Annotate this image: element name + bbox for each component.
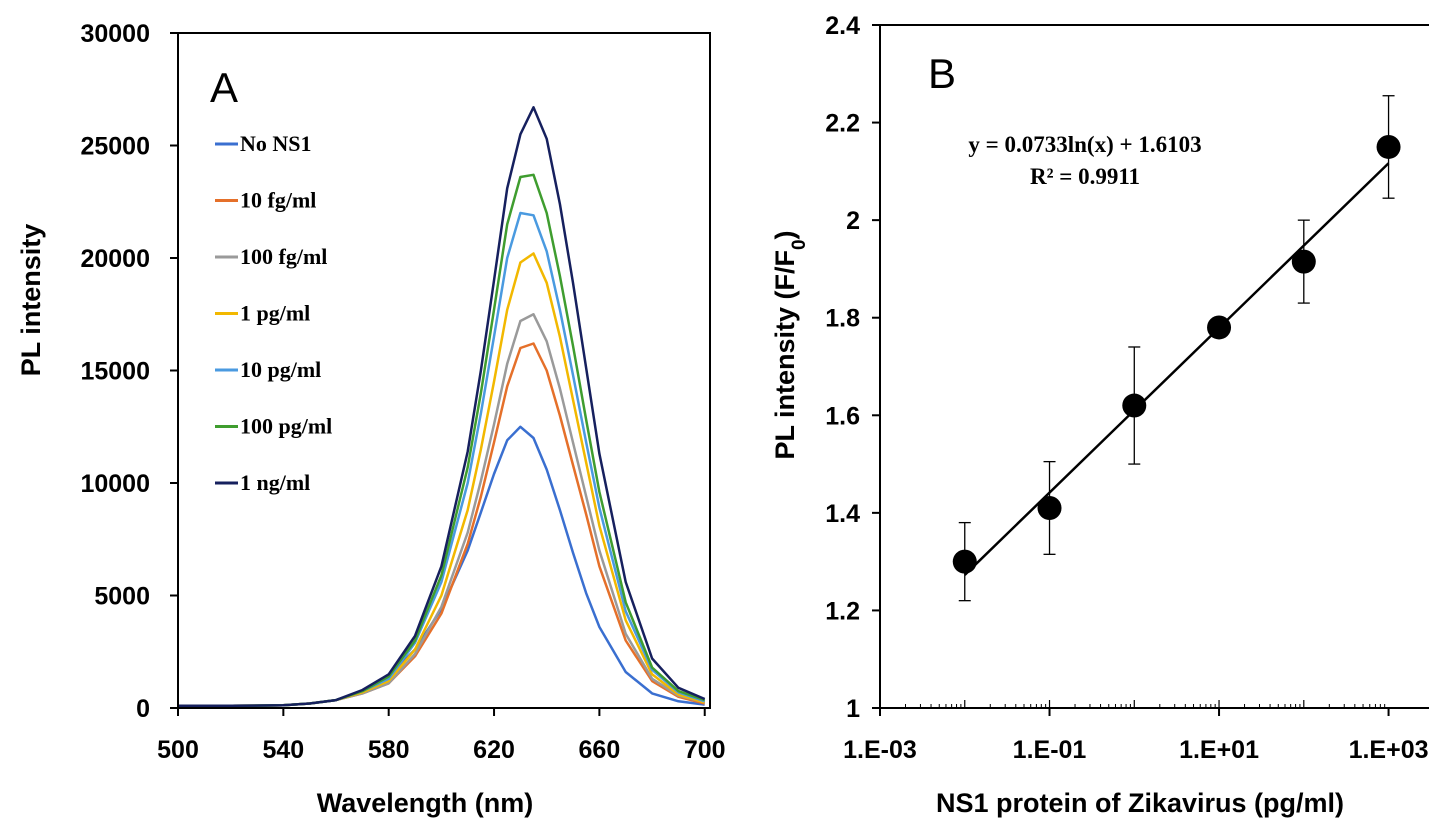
y-tick-label: 2.2 (825, 110, 860, 138)
y-tick-label: 0 (136, 695, 150, 723)
y-axis-title: PL intensity (16, 224, 46, 377)
y-tick-label: 1.8 (825, 305, 860, 333)
x-tick-labels: 1.E-03 1.E-01 1.E+01 1.E+03 (843, 736, 1428, 764)
y-tick-label: 20000 (80, 245, 150, 273)
x-tick-label: 1.E+03 (1349, 736, 1429, 764)
panel-b-calibration-chart: 1.E-03 1.E-01 1.E+01 1.E+03 1 1.2 1.4 1.6 1.8 2 2… (770, 12, 1429, 818)
data-point (952, 549, 977, 574)
y-tick-label: 15000 (80, 358, 150, 386)
legend-label: 10 pg/ml (240, 357, 321, 382)
legend-label: 100 pg/ml (240, 414, 332, 439)
data-point (1122, 393, 1147, 418)
series-line-2 (178, 342, 706, 708)
y-tick-label: 5000 (94, 583, 150, 611)
y-tick-label: 1 (846, 695, 860, 723)
trendline-equation: y = 0.0733ln(x) + 1.6103 (968, 132, 1201, 157)
y-axis-title-subscript: 0 (789, 239, 810, 250)
data-points (952, 95, 1401, 602)
minor-ticks (879, 700, 1386, 708)
x-tick-label: 500 (157, 736, 199, 764)
y-tick-label: 30000 (80, 20, 150, 48)
r-squared: R² = 0.9911 (1030, 164, 1140, 189)
y-axis-title: PL intensity (F/F0) (770, 230, 810, 459)
legend: No NS1 10 fg/ml 100 fg/ml 1 pg/ml 10 pg/ml 10… (215, 131, 332, 495)
y-tick-label: 25000 (80, 133, 150, 161)
legend-label: 100 fg/ml (240, 244, 327, 269)
y-tick-label: 1.2 (825, 597, 860, 625)
data-point (1291, 249, 1316, 274)
x-axis-title: NS1 protein of Zikavirus (pg/ml) (936, 788, 1344, 818)
data-point (1207, 315, 1232, 340)
spectrum-lines (178, 106, 706, 708)
y-tick-labels: 1 1.2 1.4 1.6 1.8 2 2.2 2.4 (825, 12, 860, 723)
x-tick-label: 620 (473, 736, 515, 764)
legend-label: No NS1 (240, 131, 312, 156)
x-axis-title: Wavelength (nm) (317, 788, 534, 818)
x-tick-labels: 500 540 580 620 660 700 (157, 736, 725, 764)
panel-label: A (210, 64, 238, 111)
x-tick-label: 660 (579, 736, 621, 764)
axes (872, 24, 1429, 716)
y-axis-title-main: PL intensity (F/F (770, 250, 800, 460)
series-line-7 (178, 106, 706, 708)
panel-a-spectra-chart: No NS1 10 fg/ml 100 fg/ml 1 pg/ml 10 pg/ml 10… (16, 20, 726, 818)
trendline (963, 162, 1390, 576)
legend-label: 1 pg/ml (240, 301, 310, 326)
legend-label: 10 fg/ml (240, 188, 316, 213)
y-tick-label: 1.4 (825, 500, 860, 528)
x-tick-label: 1.E-03 (843, 736, 917, 764)
y-tick-label: 1.6 (825, 402, 860, 430)
y-tick-label: 10000 (80, 470, 150, 498)
y-tick-labels: 0 5000 10000 15000 20000 25000 30000 (80, 20, 150, 723)
x-tick-label: 1.E+01 (1179, 736, 1259, 764)
legend-label: 1 ng/ml (240, 470, 310, 495)
x-tick-label: 700 (684, 736, 726, 764)
trendline-path (963, 162, 1390, 576)
y-tick-label: 2.4 (825, 12, 860, 40)
axes (170, 32, 711, 716)
data-point (1037, 495, 1062, 520)
panel-label: B (928, 50, 956, 97)
x-tick-label: 540 (262, 736, 304, 764)
x-tick-label: 580 (368, 736, 410, 764)
x-tick-label: 1.E-01 (1013, 736, 1087, 764)
data-point (1376, 134, 1401, 159)
y-tick-label: 2 (846, 207, 860, 235)
y-axis-title-suffix: ) (770, 230, 800, 239)
